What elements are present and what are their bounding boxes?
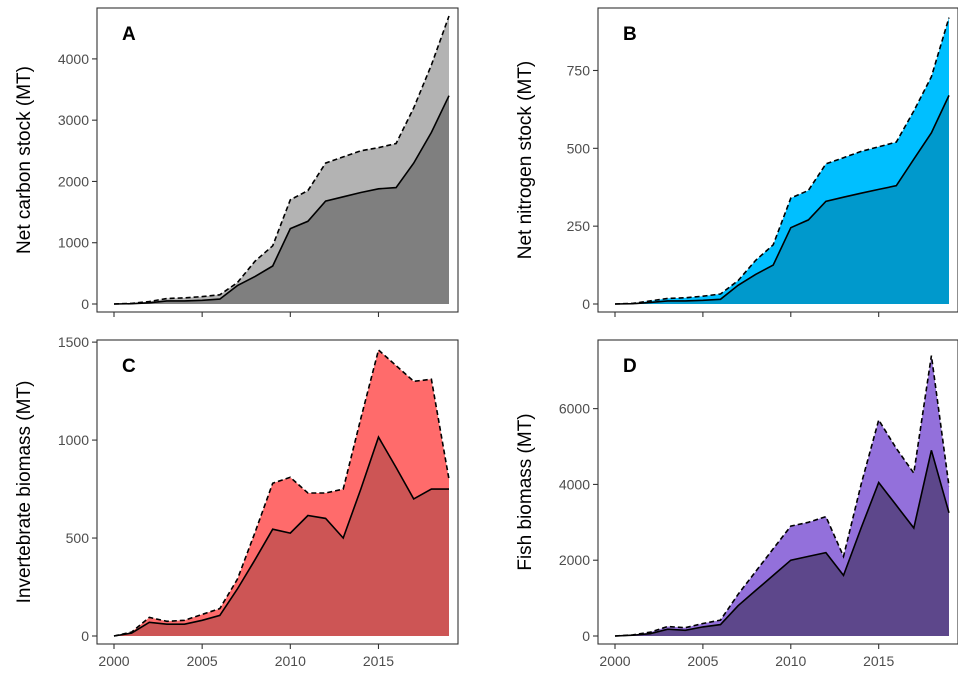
panel-d-upper-line (614, 355, 950, 637)
panel-d: 2000 2005 2010 2015 0 2000 4000 6000 D Fish bi… (515, 339, 958, 669)
panel-d-y-ticks: 0 2000 4000 6000 (559, 401, 598, 644)
y-tick-label: 750 (567, 62, 591, 78)
panel-d-y-axis-title: Fish biomass (MT) (515, 413, 536, 570)
panel-b: 0 250 500 750 B Net nitrogen stock (MT) (515, 7, 958, 317)
panel-c-letter: C (122, 356, 136, 377)
panel-a-border (96, 7, 459, 313)
y-tick-label: 0 (81, 296, 89, 312)
panel-a-letter: A (122, 24, 136, 45)
panel-d-lower-line (614, 450, 950, 637)
panel-c-y-axis-title: Invertebrate biomass (MT) (14, 381, 35, 604)
x-tick-label: 2000 (599, 653, 630, 669)
panel-c-y-ticks: 0 500 1000 1500 (58, 334, 97, 644)
y-tick-label: 0 (582, 628, 590, 644)
panel-b-y-ticks: 0 250 500 750 (567, 62, 598, 312)
panel-c: 2000 2005 2010 2015 0 500 1000 1500 C Inverteb… (14, 334, 459, 669)
panel-c-x-ticks: 2000 2005 2010 2015 (98, 644, 394, 669)
y-tick-label: 4000 (559, 476, 590, 492)
x-tick-label: 2010 (775, 653, 806, 669)
y-tick-label: 1500 (58, 334, 89, 350)
panel-b-lower-area (615, 95, 949, 305)
x-tick-label: 2005 (687, 653, 718, 669)
panel-a-lower-line (113, 95, 450, 305)
x-tick-label: 2010 (275, 653, 306, 669)
x-tick-label: 2015 (863, 653, 894, 669)
panel-a-y-axis-title: Net carbon stock (MT) (14, 66, 35, 254)
panel-b-letter: B (623, 24, 637, 45)
panel-a-y-ticks: 0 1000 2000 3000 4000 (58, 51, 97, 312)
panel-b-x-ticks (614, 312, 880, 317)
y-tick-label: 3000 (58, 112, 89, 128)
x-tick-label: 2000 (98, 653, 129, 669)
panel-b-border (597, 7, 958, 313)
x-tick-label: 2005 (187, 653, 218, 669)
y-tick-label: 1000 (58, 235, 89, 251)
panel-a-x-ticks (113, 312, 380, 317)
panel-b-lower-line (614, 95, 950, 305)
y-tick-label: 2000 (58, 173, 89, 189)
x-tick-label: 2015 (363, 653, 394, 669)
y-tick-label: 250 (567, 218, 591, 234)
panel-c-upper-line (113, 348, 450, 637)
y-tick-label: 0 (81, 628, 89, 644)
y-tick-label: 1000 (58, 432, 89, 448)
y-tick-label: 2000 (559, 552, 590, 568)
panel-c-border (96, 339, 459, 645)
panel-c-lower-area (114, 437, 449, 636)
y-tick-label: 6000 (559, 401, 590, 417)
panel-c-lower-line (113, 435, 449, 637)
y-tick-label: 0 (582, 296, 590, 312)
y-tick-label: 4000 (58, 51, 89, 67)
panel-a-lower-area (114, 95, 449, 304)
panel-b-y-axis-title: Net nitrogen stock (MT) (515, 61, 536, 260)
panel-d-border (597, 339, 958, 645)
panel-a-upper-line (113, 15, 450, 305)
panel-d-lower-area (615, 450, 949, 636)
y-tick-label: 500 (567, 140, 591, 156)
panel-a: 0 1000 2000 3000 4000 A Net carbon stock (MT… (14, 7, 459, 317)
panel-b-upper-line (614, 17, 950, 305)
y-tick-label: 500 (66, 530, 90, 546)
panel-d-x-ticks: 2000 2005 2010 2015 (599, 644, 894, 669)
panel-d-letter: D (623, 356, 637, 377)
